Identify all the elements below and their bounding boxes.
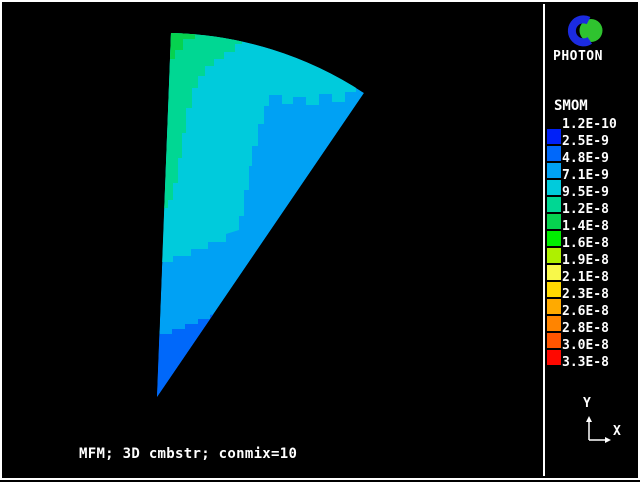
legend-swatch <box>547 230 561 246</box>
panel-divider <box>543 4 545 476</box>
legend-label: 4.8E-9 <box>562 151 609 166</box>
photon-logo-icon <box>567 15 603 47</box>
legend-label: 2.6E-8 <box>562 304 609 319</box>
legend-label: 1.2E-8 <box>562 202 609 217</box>
legend-label: 1.4E-8 <box>562 219 609 234</box>
legend-label: 1.6E-8 <box>562 236 609 251</box>
legend-swatch <box>547 128 561 144</box>
legend-label: 9.5E-9 <box>562 185 609 200</box>
legend-swatch <box>547 247 561 263</box>
legend-swatch <box>547 196 561 212</box>
legend-swatch <box>547 315 561 331</box>
legend-swatch <box>547 145 561 161</box>
legend-label: 2.8E-8 <box>562 321 609 336</box>
legend-swatch <box>547 179 561 195</box>
app-name-label: PHOTON <box>553 49 603 64</box>
contour-band-corner-green <box>166 33 195 59</box>
plot-caption: MFM; 3D cmbstr; conmix=10 <box>79 446 298 462</box>
legend-swatch <box>547 162 561 178</box>
legend-label: 1.9E-8 <box>562 253 609 268</box>
legend-label: 7.1E-9 <box>562 168 609 183</box>
legend-label: 2.3E-8 <box>562 287 609 302</box>
legend-swatch <box>547 298 561 314</box>
legend-swatch <box>547 264 561 280</box>
legend-title: SMOM <box>554 98 588 114</box>
legend-swatch <box>547 332 561 348</box>
contour-fan <box>157 33 364 397</box>
legend-label: 2.5E-9 <box>562 134 609 149</box>
legend-swatch <box>547 213 561 229</box>
legend-label: 3.3E-8 <box>562 355 609 370</box>
x-axis-label: X <box>613 424 621 439</box>
legend-label: 3.0E-8 <box>562 338 609 353</box>
legend-swatch <box>547 349 561 365</box>
y-axis-label: Y <box>583 396 591 411</box>
legend-swatch <box>547 281 561 297</box>
axis-arrows-icon <box>586 416 611 443</box>
legend-label: 2.1E-8 <box>562 270 609 285</box>
legend-label: 1.2E-10 <box>562 117 617 132</box>
